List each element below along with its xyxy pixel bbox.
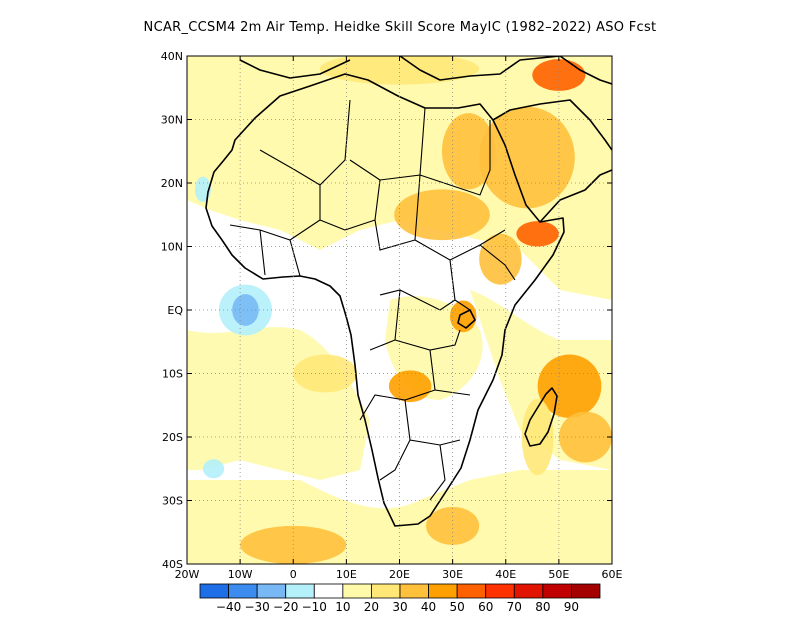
colorbar-bin: [342, 583, 372, 599]
colorbar-label: 90: [564, 600, 579, 614]
negative-skill-patches: [194, 176, 272, 479]
colorbar-bin: [228, 583, 258, 599]
x-tick-label: 20E: [389, 568, 410, 581]
chart-title: NCAR_CCSM4 2m Air Temp. Heidke Skill Sco…: [143, 20, 657, 35]
x-tick-label: 20W: [175, 568, 200, 581]
colorbar-label: −20: [273, 600, 298, 614]
colorbar-label: 30: [392, 600, 407, 614]
europe-coastline: [239, 56, 612, 85]
country-borders: [229, 99, 516, 501]
africa-coastline: [205, 73, 565, 527]
skill-patch-12: [293, 354, 357, 393]
colorbar-bin: [513, 583, 544, 599]
x-tick-label: 10W: [228, 568, 253, 581]
y-tick-label: 30S: [162, 495, 183, 508]
skill-patch-1: [442, 113, 496, 190]
positive-skill-patches: [240, 56, 612, 564]
skill-patch-8: [558, 411, 612, 463]
colorbar-bin: [428, 583, 458, 599]
madagascar-coastline: [524, 387, 558, 447]
x-tick-label: 40E: [495, 568, 516, 581]
colorbar-label: −40: [216, 600, 241, 614]
skill-patch-7: [537, 354, 602, 418]
colorbar-bin: [313, 583, 344, 599]
skill-patch-10: [426, 506, 480, 545]
colorbar-label: 40: [421, 600, 436, 614]
y-tick-label: 20N: [161, 177, 183, 190]
colorbar-label: −10: [302, 600, 327, 614]
colorbar-bin: [456, 583, 487, 599]
y-tick-label: 10N: [161, 241, 183, 254]
colorbar-label: −30: [244, 600, 269, 614]
colorbar-bin: [485, 583, 515, 599]
negative-skill-patch-1: [202, 459, 225, 479]
graticule: [187, 56, 612, 564]
colorbar-bin: [571, 583, 601, 599]
colorbar-label: 10: [335, 600, 350, 614]
skill-patch-2: [394, 189, 490, 241]
y-tick-label: 40N: [161, 50, 183, 63]
colorbar-label: 70: [507, 600, 522, 614]
x-tick-label: 10E: [336, 568, 357, 581]
coastlines: [205, 56, 612, 527]
y-tick-label: 30N: [161, 114, 183, 127]
skill-patch-14: [532, 59, 586, 91]
colorbar-bin: [285, 583, 315, 599]
x-tick-label: 0: [290, 568, 297, 581]
y-tick-label: 20S: [162, 431, 183, 444]
skill-patch-11: [521, 398, 554, 476]
y-tick-label: 10S: [162, 368, 183, 381]
colorbar: −40 −30 −20 −10 10 20 30 40 50 60 70 80 90: [199, 583, 601, 614]
lake-victoria: [457, 309, 476, 329]
colorbar-bin: [542, 583, 572, 599]
x-tick-label: 60E: [602, 568, 623, 581]
y-tick-label: EQ: [167, 304, 183, 317]
colorbar-label: 80: [535, 600, 550, 614]
x-tick-label: 50E: [548, 568, 569, 581]
axis-ticks: 20W 10W 0 10E 20E 30E 40E 50E 60E 40N 30N 20N 10N EQ 1…: [161, 50, 623, 581]
negative-skill-patch-3: [232, 294, 259, 326]
skill-patch-6: [388, 370, 432, 403]
skill-patch-4: [516, 221, 559, 247]
colorbar-label: 20: [364, 600, 379, 614]
colorbar-label: 50: [450, 600, 465, 614]
arabia-coastline: [492, 99, 612, 223]
colorbar-bin: [199, 583, 229, 599]
colorbar-bin: [399, 583, 429, 599]
x-tick-label: 30E: [442, 568, 463, 581]
colorbar-bin: [256, 583, 287, 599]
colorbar-label: 60: [478, 600, 493, 614]
y-tick-label: 40S: [162, 558, 183, 571]
colorbar-bin: [371, 583, 401, 599]
